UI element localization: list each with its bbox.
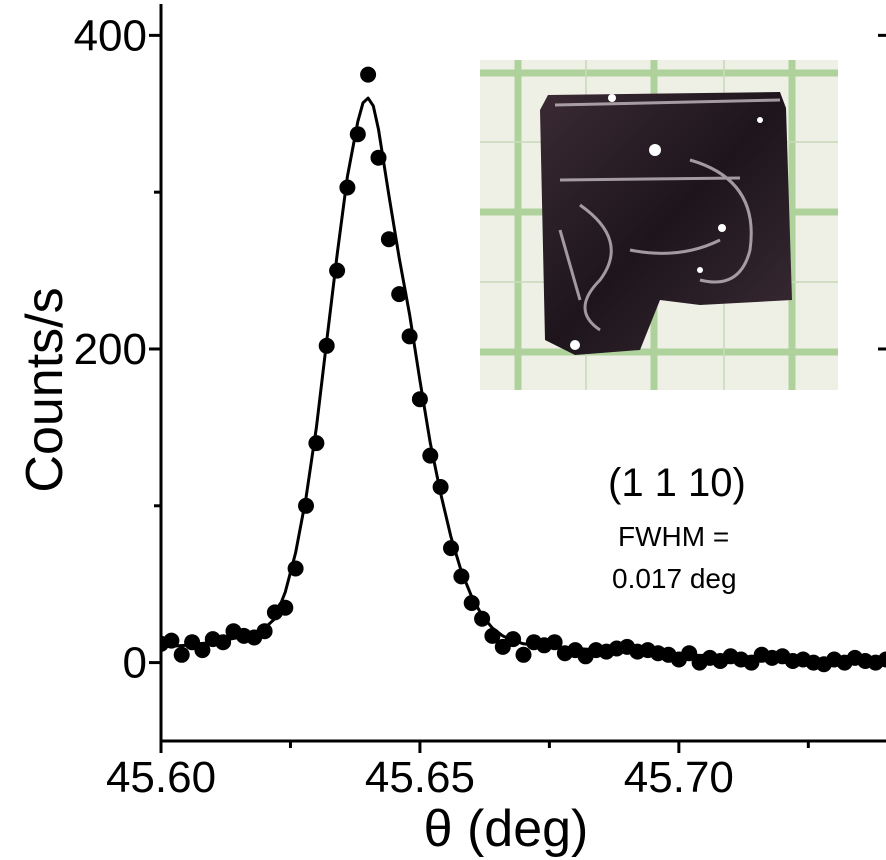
plot-frame [159,4,886,743]
data-point [287,560,304,577]
data-point [349,126,366,143]
tick-labels: 0 200 400 45.60 45.65 45.70 [74,11,734,802]
y-tick-label: 0 [123,639,147,688]
data-point [277,599,294,616]
data-point [215,634,232,651]
data-point [173,646,190,663]
axis-ticks [149,33,886,753]
y-tick-label: 400 [74,11,147,60]
data-point [163,632,180,649]
data-point [329,262,346,279]
data-point [256,623,273,640]
reflection-label: (1 1 10) [608,461,746,505]
x-axis-title: θ (deg) [424,800,589,858]
x-tick-label: 45.70 [624,753,734,802]
data-point [422,447,439,464]
data-point [339,179,356,196]
data-point [360,66,377,83]
points-layer [161,66,886,673]
fwhm-label-line2: 0.017 deg [612,563,737,594]
fwhm-label-line1: FWHM = [618,521,729,552]
data-point [411,391,428,408]
data-point [505,631,522,648]
data-point [432,479,449,495]
data-point [463,595,480,611]
data-point [878,651,886,668]
data-point [443,540,459,557]
data-point [474,610,491,627]
data-point [546,634,563,651]
data-point [453,568,470,585]
data-point [401,328,418,345]
x-tick-label: 45.60 [106,753,216,802]
inset-photo [480,60,838,390]
y-axis-title: Counts/s [16,287,74,492]
data-point [484,627,501,644]
data-point [380,231,397,248]
data-point [370,149,387,166]
data-point [308,435,325,452]
data-point [391,286,408,303]
y-tick-label: 200 [74,325,147,374]
data-point [298,497,314,514]
data-point [194,642,211,659]
x-tick-label: 45.65 [365,753,475,802]
data-point [515,646,532,663]
data-point [681,645,698,662]
crystal-shape [540,92,792,355]
data-point [318,337,335,354]
